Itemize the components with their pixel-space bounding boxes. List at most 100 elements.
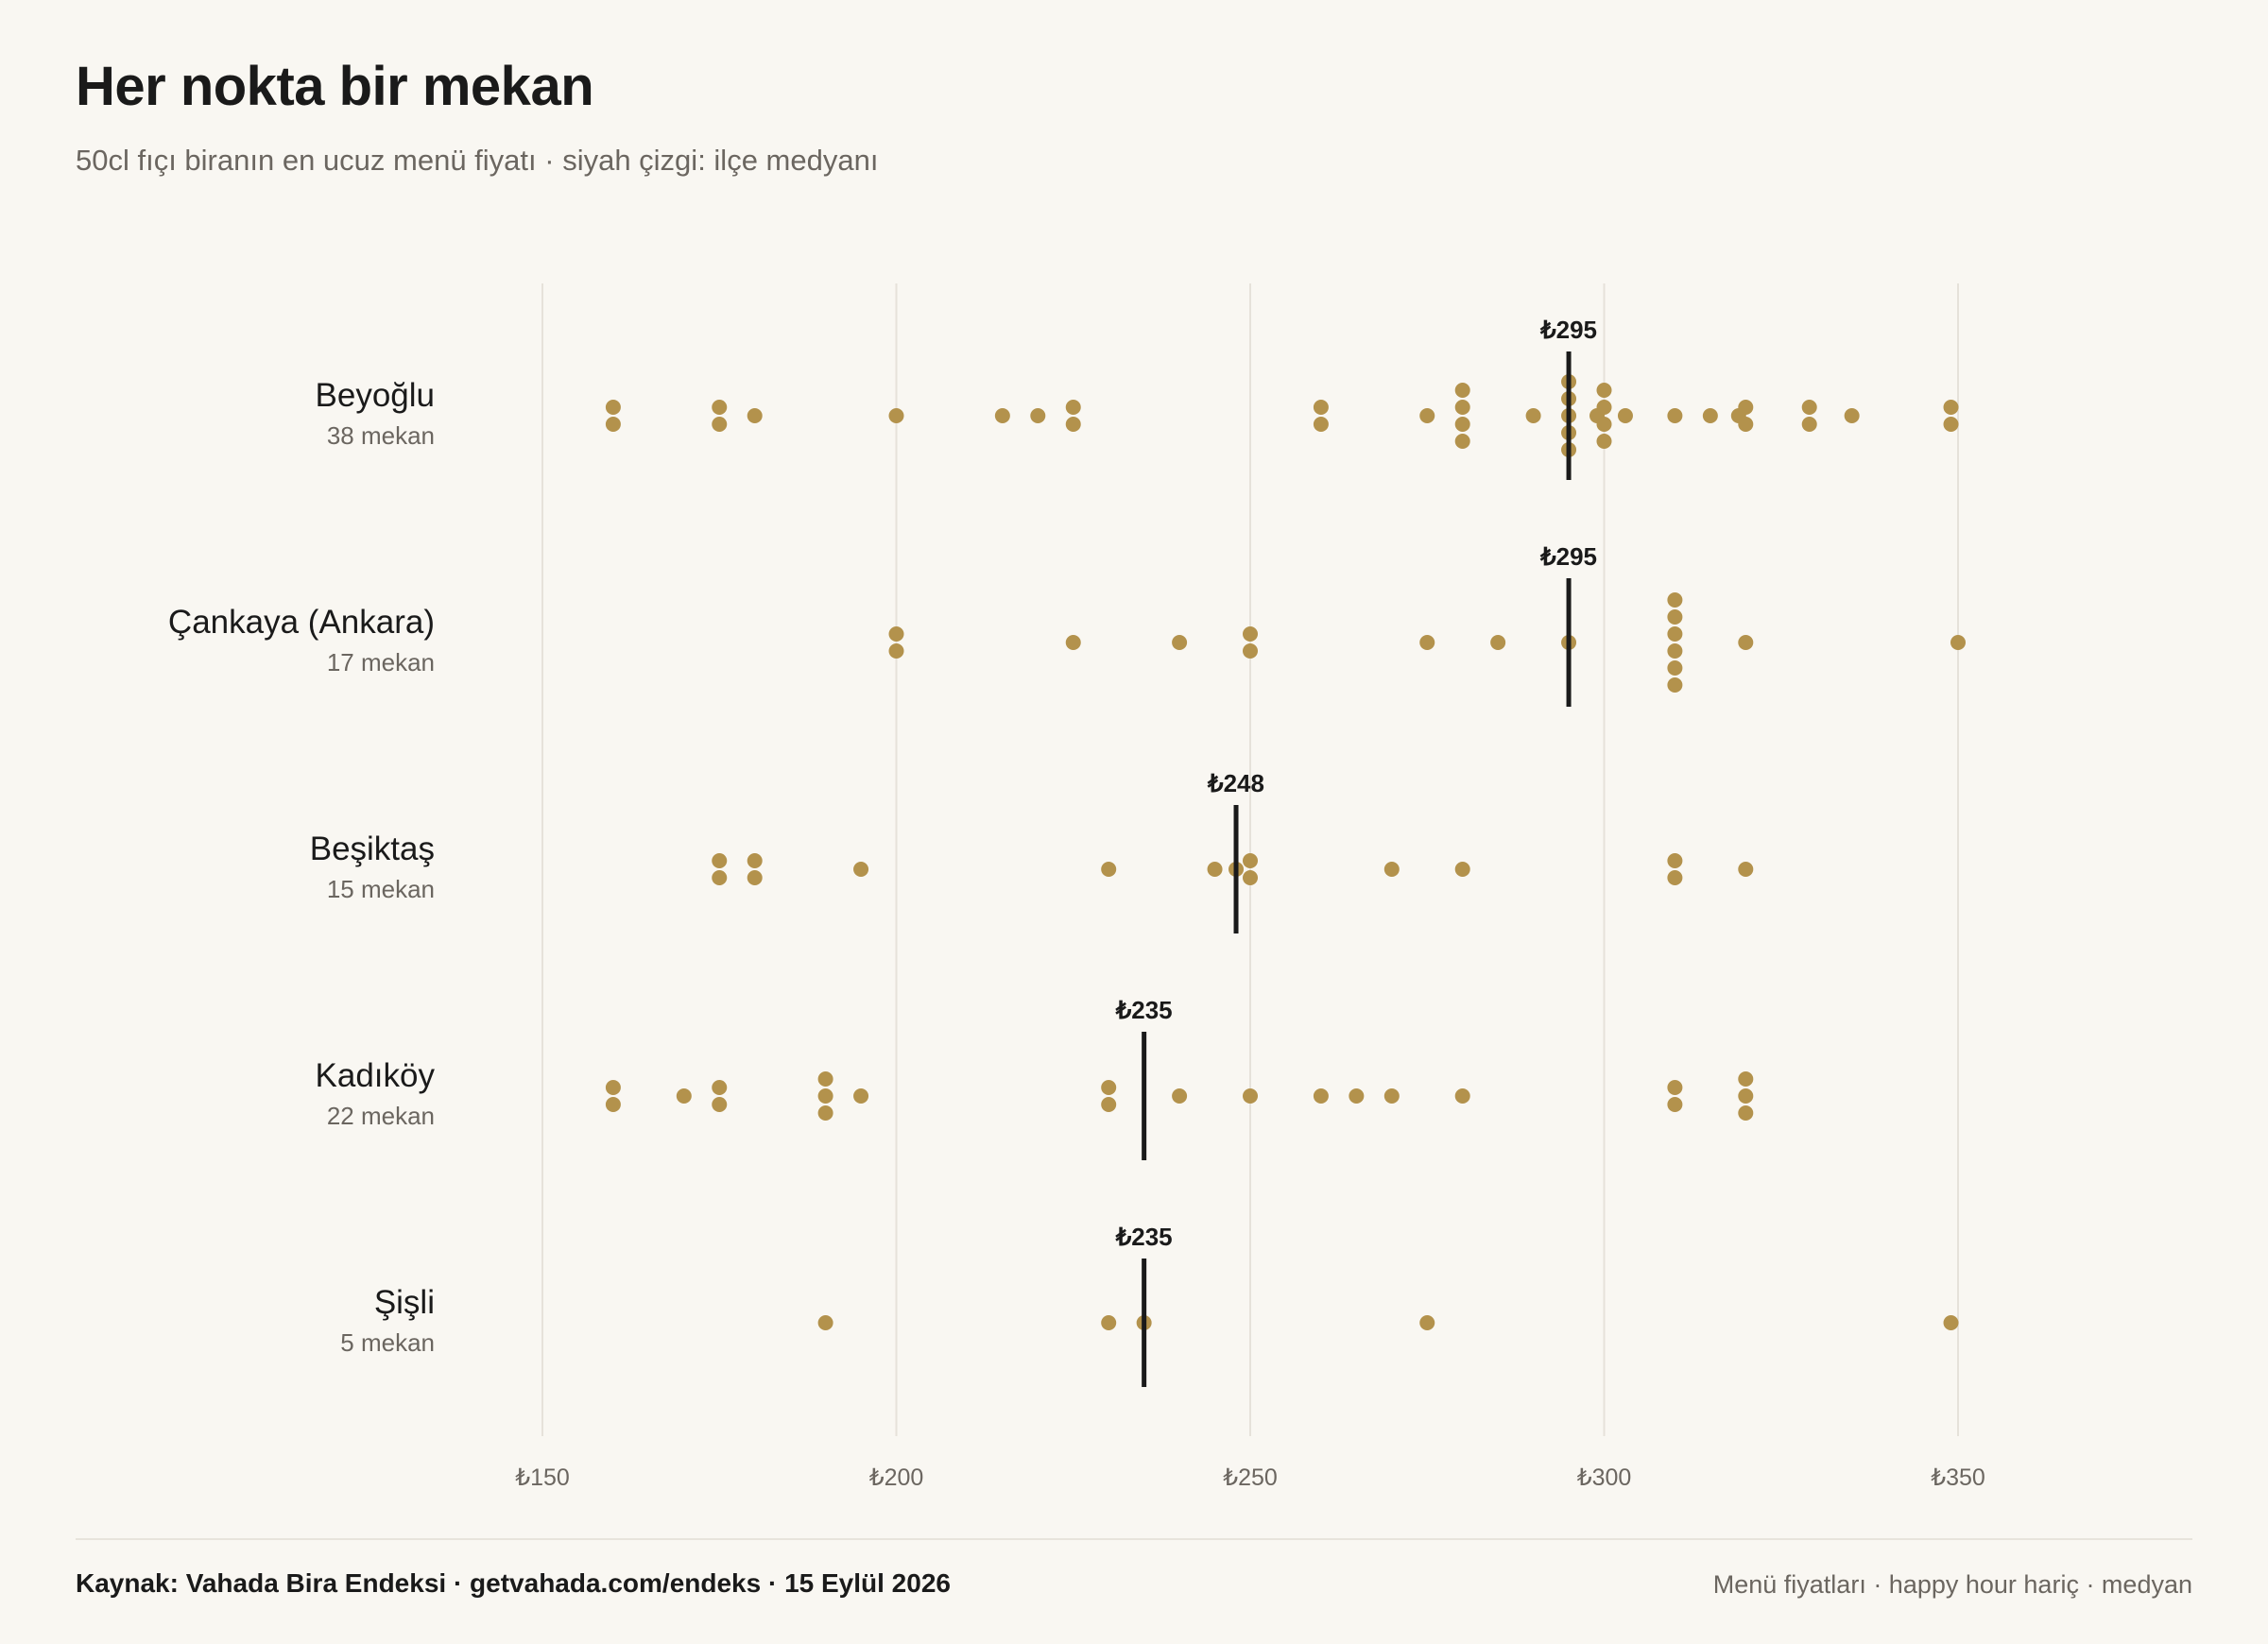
venue-dot [676,1088,692,1104]
venue-dot [1667,870,1683,885]
venue-dot [1667,592,1683,608]
venue-dot [1844,408,1860,423]
district-label: Beşiktaş [310,831,435,867]
venue-dot [817,1105,833,1121]
venue-dot [712,400,728,415]
venue-dot [1243,870,1258,885]
venue-dot [1667,677,1683,693]
venue-dot [1454,383,1470,398]
venue-dot [1101,862,1117,877]
venue-dot [1667,643,1683,659]
venue-dot [1243,1088,1258,1104]
method-note: Menü fiyatları · happy hour hariç · medy… [1712,1570,2192,1599]
x-tick-label: ₺300 [1577,1464,1632,1491]
venue-dot [1490,635,1506,650]
venue-dot [712,1080,728,1095]
venue-dot [1454,1088,1470,1104]
median-label: ₺295 [1539,542,1597,571]
chart-subtitle: 50cl fıçı biranın en ucuz menü fiyatı · … [76,144,879,177]
venue-dot [712,1097,728,1112]
x-tick-label: ₺250 [1223,1464,1278,1491]
venue-dot [1596,383,1612,398]
footer-divider [76,1538,2192,1540]
venue-dot [1243,853,1258,868]
venue-dot [1313,1088,1329,1104]
venue-dot [1667,408,1683,423]
venue-dot [1596,417,1612,432]
district-label: Şişli [374,1284,435,1321]
district-rows: Beyoğlu 38 mekan ₺295 Çankaya (Ankara) 17 me… [168,316,1966,1387]
district-label: Çankaya (Ankara) [168,604,435,641]
median-label: ₺295 [1539,316,1597,344]
venue-dot [1943,400,1959,415]
district-label: Kadıköy [316,1057,436,1094]
venue-dot [1172,635,1188,650]
venue-dot [712,853,728,868]
venue-count: 5 mekan [340,1328,435,1357]
venue-dot [1667,853,1683,868]
district-row: Beşiktaş 15 mekan ₺248 [310,769,1754,933]
chart-title: Her nokta bir mekan [76,56,594,117]
venue-dot [1738,1088,1754,1104]
district-label: Beyoğlu [316,377,435,414]
venue-dot [747,408,763,423]
venue-dot [605,400,621,415]
venue-dot [994,408,1010,423]
venue-dot [1313,417,1329,432]
venue-dot [1950,635,1966,650]
venue-dot [1738,1105,1754,1121]
venue-dot [747,870,763,885]
venue-dot [1667,660,1683,676]
venue-dot [1207,862,1223,877]
venue-dot [1525,408,1541,423]
venue-dot [605,1080,621,1095]
venue-dot [1454,862,1470,877]
venue-dot [1419,408,1435,423]
district-row: Beyoğlu 38 mekan ₺295 [316,316,1959,480]
venue-dot [1667,609,1683,625]
venue-count: 22 mekan [327,1102,435,1130]
venue-dot [888,643,904,659]
district-row: Çankaya (Ankara) 17 mekan ₺295 [168,542,1966,707]
venue-dot [747,853,763,868]
venue-dot [817,1315,833,1330]
venue-dot [1419,635,1435,650]
venue-dot [712,870,728,885]
venue-dot [888,626,904,642]
venue-dot [1101,1080,1117,1095]
venue-dot [1030,408,1046,423]
venue-dot [1667,1097,1683,1112]
venue-count: 15 mekan [327,875,435,903]
beeswarm-chart: ₺150 ₺200 ₺250 ₺300 ₺350 Beyoğlu 38 mekan ₺295… [168,283,1985,1491]
venue-dot [605,1097,621,1112]
venue-dot [1617,408,1633,423]
district-row: Kadıköy 22 mekan ₺235 [316,996,1754,1160]
venue-dot [1313,400,1329,415]
venue-dot [1596,400,1612,415]
venue-dot [1943,417,1959,432]
venue-dot [817,1071,833,1087]
x-tick-label: ₺350 [1931,1464,1985,1491]
venue-dot [1738,862,1754,877]
x-tick-label: ₺200 [869,1464,924,1491]
venue-dot [1065,417,1081,432]
venue-dot [1454,400,1470,415]
venue-dot [1667,1080,1683,1095]
district-row: Şişli 5 mekan ₺235 [340,1223,1959,1387]
venue-dot [1101,1097,1117,1112]
venue-dot [1349,1088,1365,1104]
median-label: ₺248 [1207,769,1264,797]
venue-dot [1243,626,1258,642]
venue-dot [853,1088,869,1104]
venue-dot [1801,400,1817,415]
x-axis-ticks: ₺150 ₺200 ₺250 ₺300 ₺350 [515,1464,1985,1491]
venue-count: 38 mekan [327,421,435,450]
venue-dot [1454,434,1470,449]
venue-dot [1738,400,1754,415]
x-tick-label: ₺150 [515,1464,570,1491]
venue-dot [1702,408,1718,423]
venue-dot [1101,1315,1117,1330]
median-label: ₺235 [1115,996,1173,1024]
source-note: Kaynak: Vahada Bira Endeksi · getvahada.… [76,1568,951,1598]
venue-dot [1738,1071,1754,1087]
